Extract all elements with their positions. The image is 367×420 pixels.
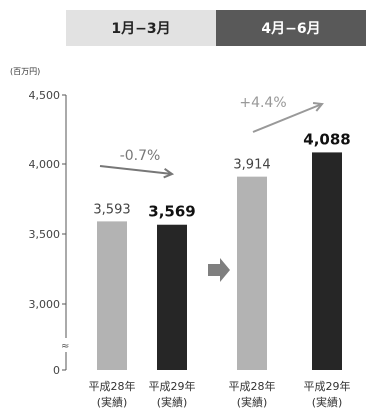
y-tick-label: 4,000 — [29, 158, 61, 171]
transition-arrow-icon — [208, 258, 230, 282]
period-header-q1: 1月−3月 — [66, 10, 216, 46]
x-tick-label: 平成29年 — [304, 379, 351, 393]
x-tick-label: 平成28年 — [89, 379, 136, 393]
axis-break-icon: ≈ — [61, 341, 69, 352]
trend-arrow-line — [252, 103, 323, 133]
bar — [157, 224, 187, 370]
y-axis-unit: (百万円) — [10, 67, 40, 76]
bar-value-label: 3,593 — [93, 202, 130, 217]
bar-value-label: 4,088 — [303, 130, 350, 148]
y-tick-label: 3,000 — [29, 298, 61, 311]
y-tick-label: 0 — [53, 364, 60, 377]
change-label: +4.4% — [239, 95, 286, 111]
bar-value-label: 3,914 — [233, 158, 270, 173]
trend-arrow-line — [99, 165, 173, 175]
y-tick-label: 4,500 — [29, 89, 61, 102]
trend-arrow-head-icon — [163, 168, 175, 179]
x-tick-label: 平成28年 — [229, 379, 276, 393]
x-tick-sublabel: (実績) — [312, 395, 343, 409]
x-tick-label: 平成29年 — [149, 379, 196, 393]
bar — [237, 176, 267, 370]
y-tick-label: 3,500 — [29, 228, 61, 241]
change-label: -0.7% — [120, 148, 161, 164]
bar-value-label: 3,569 — [148, 203, 195, 221]
bar — [97, 221, 127, 370]
x-tick-sublabel: (実績) — [97, 395, 128, 409]
period-header-q2: 4月−6月 — [216, 10, 366, 46]
bar — [312, 152, 342, 370]
x-tick-sublabel: (実績) — [237, 395, 268, 409]
x-tick-sublabel: (実績) — [157, 395, 188, 409]
trend-arrow-head-icon — [312, 101, 324, 112]
